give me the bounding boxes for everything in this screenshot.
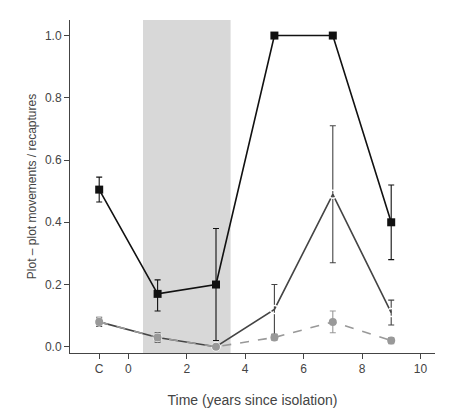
svg-text:C: C: [95, 362, 104, 376]
svg-text:10: 10: [414, 362, 428, 376]
svg-text:6: 6: [300, 362, 307, 376]
svg-text:Plot – plot movements / recapt: Plot – plot movements / recaptures: [25, 94, 39, 279]
svg-text:0.4: 0.4: [45, 215, 62, 229]
svg-text:0: 0: [125, 362, 132, 376]
svg-text:2: 2: [183, 362, 190, 376]
svg-text:0.0: 0.0: [45, 340, 62, 354]
svg-text:0.6: 0.6: [45, 153, 62, 167]
svg-text:0.8: 0.8: [45, 91, 62, 105]
svg-text:4: 4: [242, 362, 249, 376]
svg-text:Time (years since isolation): Time (years since isolation): [168, 392, 338, 408]
svg-text:1.0: 1.0: [45, 29, 62, 43]
svg-text:8: 8: [359, 362, 366, 376]
svg-text:0.2: 0.2: [45, 278, 62, 292]
